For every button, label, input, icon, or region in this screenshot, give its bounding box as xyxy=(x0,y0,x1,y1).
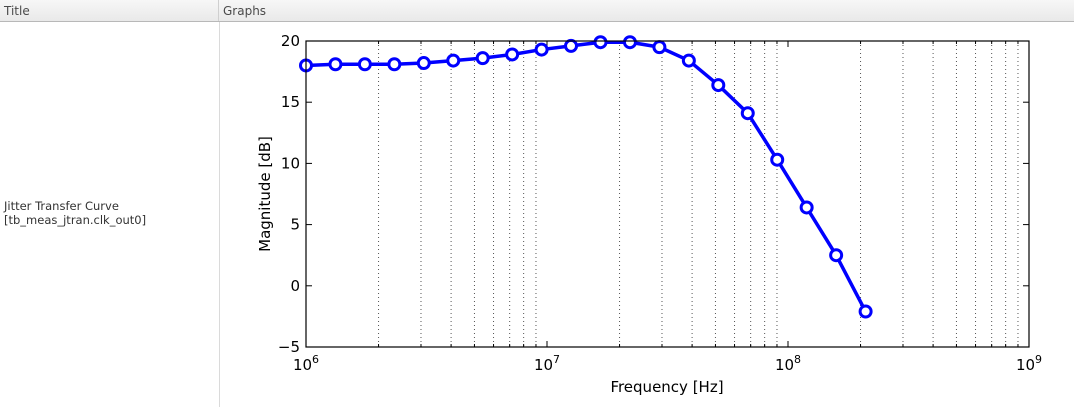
y-tick-label: −5 xyxy=(278,338,300,356)
column-divider xyxy=(219,22,220,407)
chart-grid xyxy=(378,41,1019,347)
x-tick-label: 106 xyxy=(293,353,319,374)
column-header-title[interactable]: Title xyxy=(0,0,219,21)
x-tick-label: 109 xyxy=(1016,353,1042,374)
plot-frame xyxy=(305,40,1030,348)
x-tick-label: 108 xyxy=(775,353,801,374)
series-line xyxy=(305,40,868,313)
data-point-marker xyxy=(740,106,755,121)
table-header: Title Graphs xyxy=(0,0,1074,22)
x-axis-label: Frequency [Hz] xyxy=(610,378,723,396)
row-title-cell: Jitter Transfer Curve [tb_meas_jtran.clk… xyxy=(4,199,146,227)
data-point-marker xyxy=(652,40,667,55)
data-point-marker xyxy=(593,35,608,50)
data-point-marker xyxy=(799,200,814,215)
data-point-marker xyxy=(858,304,873,319)
y-tick-label: 5 xyxy=(290,216,300,234)
jitter-transfer-chart: 106 107 108 109 −5 0 5 10 15 20 Frequency [Hz] Ma… xyxy=(220,22,1074,411)
data-point-marker xyxy=(564,38,579,53)
data-point-marker xyxy=(505,47,520,62)
chart-series xyxy=(299,35,873,319)
y-tick-label: 15 xyxy=(281,93,300,111)
chart-svg: 106 107 108 109 −5 0 5 10 15 20 Frequency [Hz] Ma… xyxy=(256,32,1042,396)
data-point-marker xyxy=(328,57,343,72)
data-point-marker xyxy=(770,152,785,167)
y-tick-label: 20 xyxy=(281,32,300,50)
data-point-marker xyxy=(534,42,549,57)
x-tick-label: 107 xyxy=(534,353,560,374)
y-tick-label: 0 xyxy=(290,277,300,295)
y-tick-label: 10 xyxy=(281,154,300,172)
data-point-marker xyxy=(416,56,431,71)
data-point-marker xyxy=(475,51,490,66)
column-header-graphs[interactable]: Graphs xyxy=(223,4,267,18)
chart-ticks: 106 107 108 109 −5 0 5 10 15 20 xyxy=(278,32,1042,374)
y-axis-label: Magnitude [dB] xyxy=(256,136,274,252)
data-point-marker xyxy=(711,78,726,93)
data-point-marker xyxy=(387,57,402,72)
data-point-marker xyxy=(681,53,696,68)
data-point-marker xyxy=(829,248,844,263)
data-point-marker xyxy=(622,35,637,50)
data-point-marker xyxy=(446,53,461,68)
graph-title: Jitter Transfer Curve xyxy=(4,199,119,213)
data-point-marker xyxy=(357,57,372,72)
graph-signal-name: [tb_meas_jtran.clk_out0] xyxy=(4,213,147,227)
